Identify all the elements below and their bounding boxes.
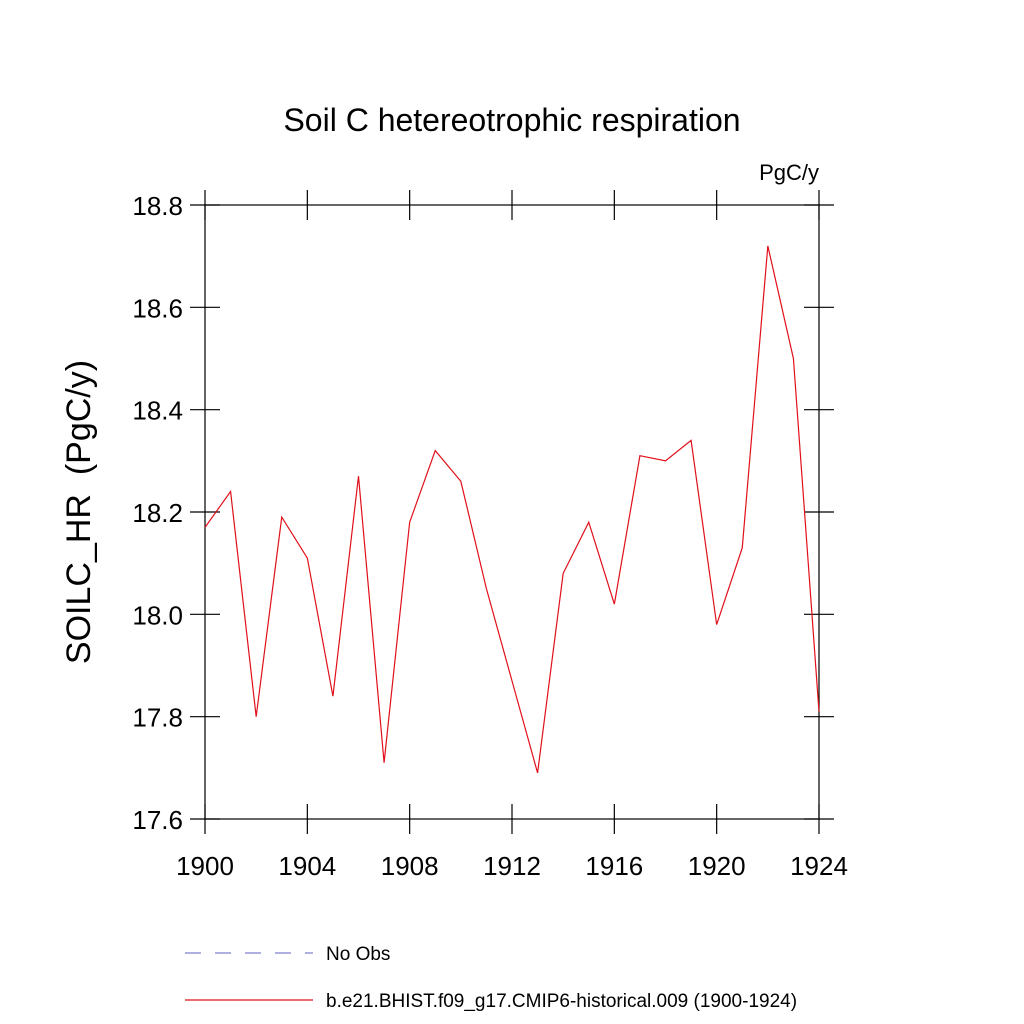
y-tick-label: 18.4 [132,396,183,426]
series-line [204,245,820,774]
legend-label: b.e21.BHIST.f09_g17.CMIP6-historical.009… [326,991,797,1012]
plot-frame [204,204,820,820]
x-tick-label: 1924 [790,851,848,881]
y-tick-label: 17.8 [132,703,183,733]
units-label: PgC/y [759,160,819,185]
y-tick-label: 18.0 [132,600,183,630]
y-tick-label: 18.2 [132,498,183,528]
y-axis-label: SOILC_HR (PgC/y) [60,360,98,664]
x-tick-label: 1916 [585,851,643,881]
x-tick-label: 1904 [278,851,336,881]
x-tick-label: 1920 [688,851,746,881]
y-tick-label: 18.8 [132,191,183,221]
x-tick-label: 1900 [176,851,234,881]
x-tick-label: 1908 [381,851,439,881]
y-tick-label: 17.6 [132,805,183,835]
x-tick-label: 1912 [483,851,541,881]
chart-title: Soil C hetereotrophic respiration [283,102,740,138]
y-tick-label: 18.6 [132,293,183,323]
legend-label: No Obs [326,944,390,965]
